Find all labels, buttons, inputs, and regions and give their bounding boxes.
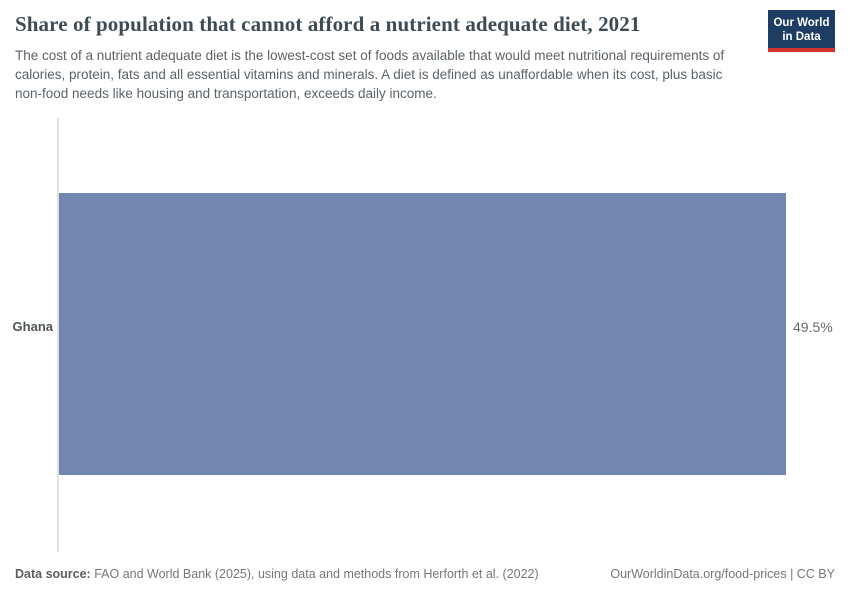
chart-footer: Data source: FAO and World Bank (2025), … [15, 567, 835, 581]
owid-logo-line1: Our World [773, 17, 830, 29]
bar-row-ghana: Ghana 49.5% [0, 193, 850, 475]
entity-label: Ghana [12, 319, 53, 334]
data-source-label: Data source: [15, 567, 91, 581]
data-source-text: FAO and World Bank (2025), using data an… [94, 567, 539, 581]
owid-url-license-link[interactable]: OurWorldinData.org/food-prices | CC BY [610, 567, 835, 581]
bar[interactable] [59, 193, 786, 475]
data-source-note: Data source: FAO and World Bank (2025), … [15, 567, 539, 581]
y-axis-line [57, 118, 59, 552]
chart-header: Share of population that cannot afford a… [15, 12, 755, 103]
chart-title: Share of population that cannot afford a… [15, 12, 641, 36]
owid-logo-line2: in Data [782, 31, 821, 44]
owid-logo[interactable]: Our World in Data [768, 10, 835, 52]
value-label: 49.5% [793, 319, 833, 335]
chart-subtitle: The cost of a nutrient adequate diet is … [15, 48, 725, 102]
